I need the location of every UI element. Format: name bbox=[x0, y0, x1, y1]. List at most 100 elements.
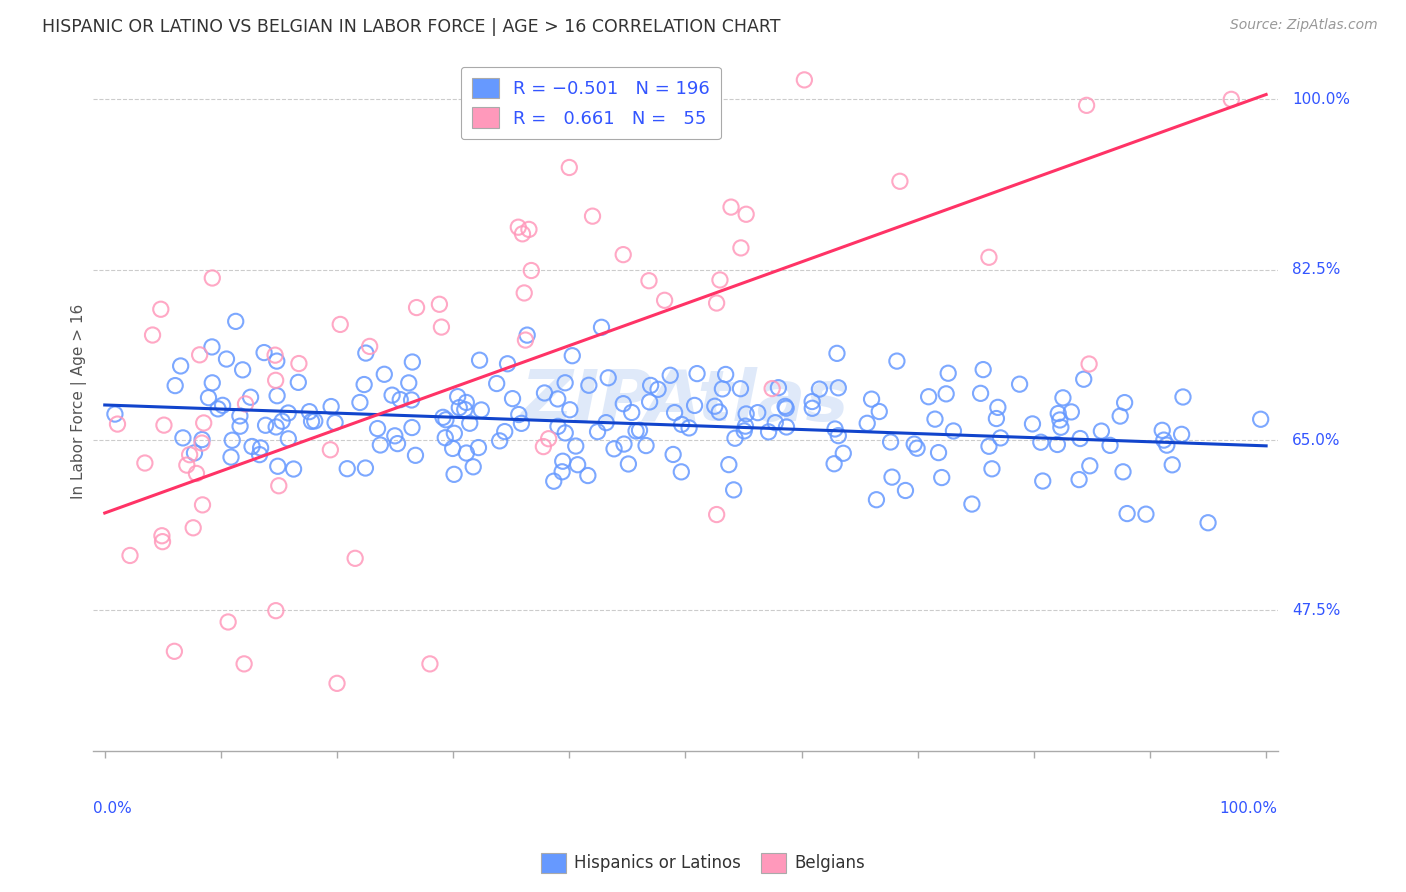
Point bbox=[253, 345, 276, 359]
Point bbox=[620, 405, 643, 419]
Point bbox=[217, 615, 239, 629]
Point bbox=[576, 468, 599, 483]
Point bbox=[825, 346, 848, 360]
Point bbox=[456, 395, 478, 409]
Point bbox=[215, 352, 238, 367]
Point bbox=[186, 467, 208, 481]
Point bbox=[169, 359, 191, 373]
Point bbox=[405, 301, 427, 315]
Point bbox=[384, 429, 406, 443]
Point bbox=[735, 407, 758, 421]
Point bbox=[733, 424, 755, 438]
Point bbox=[233, 657, 256, 671]
Point bbox=[724, 431, 747, 445]
Point bbox=[561, 349, 583, 363]
Point bbox=[1112, 465, 1135, 479]
Point bbox=[1076, 98, 1098, 112]
Point bbox=[183, 446, 205, 460]
Point bbox=[1050, 420, 1073, 434]
Point bbox=[229, 409, 252, 423]
Point bbox=[441, 442, 464, 456]
Point bbox=[612, 247, 634, 261]
Point bbox=[734, 419, 756, 434]
Point bbox=[267, 479, 290, 493]
Point bbox=[768, 381, 790, 395]
Point bbox=[1073, 372, 1095, 386]
Text: ZIPAtlas: ZIPAtlas bbox=[522, 367, 849, 435]
Point bbox=[879, 435, 901, 450]
Point bbox=[730, 382, 752, 396]
Point bbox=[647, 382, 669, 396]
Point bbox=[1197, 516, 1219, 530]
Point bbox=[1250, 412, 1272, 426]
Text: 65.0%: 65.0% bbox=[1292, 433, 1340, 448]
Point bbox=[1098, 438, 1121, 452]
Point bbox=[249, 441, 271, 455]
Point bbox=[706, 296, 728, 310]
Legend: Hispanics or Latinos, Belgians: Hispanics or Latinos, Belgians bbox=[534, 847, 872, 880]
Point bbox=[903, 437, 925, 451]
Point bbox=[706, 508, 728, 522]
Point bbox=[581, 209, 603, 223]
Point bbox=[634, 439, 657, 453]
Point bbox=[714, 368, 737, 382]
Point bbox=[485, 376, 508, 391]
Point bbox=[142, 328, 165, 343]
Point bbox=[773, 400, 796, 414]
Point bbox=[662, 447, 685, 461]
Point bbox=[401, 420, 423, 434]
Point bbox=[624, 424, 647, 438]
Point bbox=[373, 368, 395, 382]
Point bbox=[598, 371, 620, 385]
Point bbox=[543, 474, 565, 488]
Point bbox=[1021, 417, 1043, 431]
Point bbox=[401, 355, 423, 369]
Point bbox=[981, 462, 1004, 476]
Point bbox=[264, 420, 287, 434]
Point bbox=[150, 529, 173, 543]
Point bbox=[401, 392, 423, 407]
Point bbox=[709, 273, 731, 287]
Y-axis label: In Labor Force | Age > 16: In Labor Force | Age > 16 bbox=[72, 303, 87, 499]
Point bbox=[181, 521, 204, 535]
Point bbox=[586, 425, 609, 439]
Point bbox=[419, 657, 441, 671]
Point bbox=[344, 551, 367, 566]
Point bbox=[513, 285, 536, 300]
Point bbox=[321, 400, 343, 414]
Point bbox=[709, 405, 731, 419]
Point bbox=[520, 263, 543, 277]
Point bbox=[723, 483, 745, 497]
Point bbox=[381, 388, 404, 402]
Point bbox=[1114, 395, 1136, 409]
Point bbox=[239, 390, 262, 404]
Point bbox=[827, 381, 849, 395]
Point bbox=[977, 439, 1000, 453]
Point bbox=[118, 549, 141, 563]
Point bbox=[638, 395, 661, 409]
Point bbox=[515, 333, 537, 347]
Point bbox=[935, 387, 957, 401]
Point bbox=[323, 416, 346, 430]
Point bbox=[977, 250, 1000, 264]
Point bbox=[429, 297, 451, 311]
Point bbox=[860, 392, 883, 406]
Point bbox=[336, 461, 359, 475]
Point bbox=[271, 414, 294, 428]
Point bbox=[1069, 432, 1091, 446]
Point bbox=[512, 227, 534, 241]
Point bbox=[894, 483, 917, 498]
Point bbox=[443, 467, 465, 482]
Point bbox=[1109, 409, 1132, 423]
Point bbox=[990, 431, 1012, 445]
Point bbox=[449, 401, 471, 415]
Point bbox=[434, 431, 457, 445]
Point bbox=[758, 425, 780, 439]
Point bbox=[554, 425, 576, 440]
Point bbox=[659, 368, 682, 383]
Point bbox=[219, 450, 242, 464]
Point bbox=[564, 439, 586, 453]
Point bbox=[1153, 433, 1175, 447]
Point bbox=[671, 465, 693, 479]
Point bbox=[470, 403, 492, 417]
